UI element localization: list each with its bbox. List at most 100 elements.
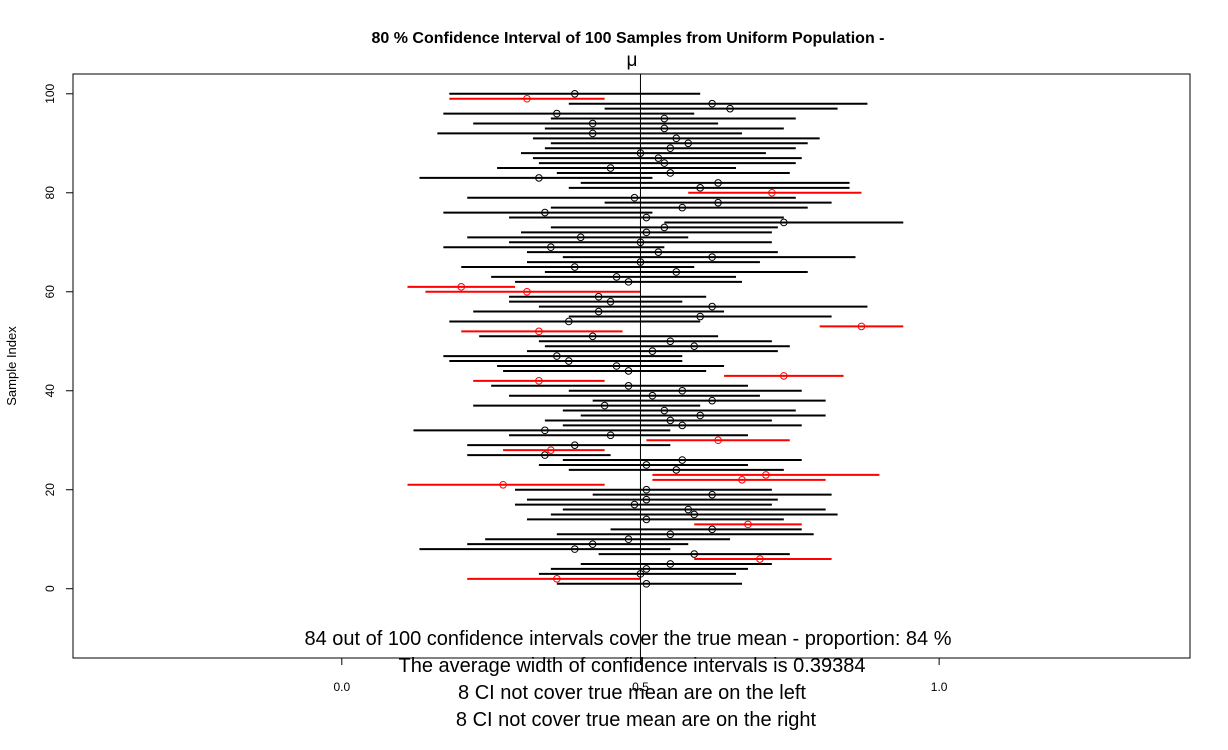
x-tick-label-0.5: 0.5 xyxy=(632,680,649,694)
sample-mean-point-99 xyxy=(523,94,531,103)
sample-mean-point-84 xyxy=(666,169,675,177)
sample-mean-point-51 xyxy=(588,332,597,341)
sample-mean-point-90 xyxy=(684,139,693,148)
sample-mean-point-62 xyxy=(624,278,633,286)
coverage-summary: 84 out of 100 confidence intervals cover… xyxy=(304,628,951,650)
sample-mean-point-94 xyxy=(588,119,597,128)
average-width-summary: The average width of confidence interval… xyxy=(399,655,866,677)
sample-mean-point-32 xyxy=(541,426,549,435)
sample-mean-point-4 xyxy=(642,565,651,573)
sample-mean-point-31 xyxy=(606,431,615,440)
sample-mean-point-5 xyxy=(666,560,675,568)
sample-mean-point-21 xyxy=(499,480,507,489)
sample-mean-point-61 xyxy=(457,283,466,291)
sample-mean-point-46 xyxy=(564,357,573,365)
sample-mean-point-54 xyxy=(564,317,573,326)
sample-mean-point-30 xyxy=(714,436,722,445)
sample-mean-point-91 xyxy=(672,134,681,143)
sample-mean-point-86 xyxy=(660,159,669,167)
sample-mean-point-36 xyxy=(660,406,669,415)
sample-mean-point-76 xyxy=(541,208,549,217)
sample-mean-point-64 xyxy=(672,268,681,276)
sample-mean-point-7 xyxy=(690,550,699,558)
left-miss-summary: 8 CI not cover true mean are on the left xyxy=(458,682,806,704)
sample-mean-point-55 xyxy=(696,312,704,321)
sample-mean-point-20 xyxy=(642,485,651,494)
sample-mean-point-95 xyxy=(660,114,669,123)
y-axis-label: Sample Index xyxy=(4,326,19,406)
sample-mean-point-83 xyxy=(535,174,543,182)
sample-mean-point-19 xyxy=(708,490,716,499)
sample-mean-point-100 xyxy=(570,89,579,98)
sample-mean-point-45 xyxy=(612,362,621,370)
sample-mean-point-2 xyxy=(553,575,561,583)
sample-mean-point-48 xyxy=(648,347,657,355)
sample-mean-point-1 xyxy=(642,579,651,588)
y-axis: 0 20 40 60 80 100 xyxy=(43,83,74,592)
sample-mean-point-98 xyxy=(708,99,716,108)
sample-mean-point-6 xyxy=(756,555,764,563)
sample-mean-point-35 xyxy=(696,411,704,420)
sample-mean-point-60 xyxy=(523,287,531,296)
sample-mean-point-77 xyxy=(678,203,687,212)
sample-mean-point-58 xyxy=(606,297,615,306)
sample-mean-point-79 xyxy=(630,193,639,202)
sample-mean-point-13 xyxy=(744,520,752,529)
sample-mean-point-69 xyxy=(547,243,555,252)
sample-mean-point-85 xyxy=(606,164,615,172)
sample-mean-point-12 xyxy=(708,525,716,534)
sample-mean-point-97 xyxy=(726,104,734,113)
sample-mean-point-74 xyxy=(780,218,788,227)
sample-mean-point-39 xyxy=(648,391,657,400)
sample-mean-point-43 xyxy=(780,372,788,380)
sample-mean-point-9 xyxy=(588,540,597,548)
sample-mean-point-22 xyxy=(738,476,746,484)
sample-mean-point-65 xyxy=(570,263,579,271)
sample-mean-point-89 xyxy=(666,144,675,153)
sample-mean-point-40 xyxy=(678,386,687,395)
sample-mean-point-38 xyxy=(708,396,716,405)
sample-mean-point-11 xyxy=(666,530,675,539)
sample-mean-point-17 xyxy=(630,500,639,509)
sample-mean-point-50 xyxy=(666,337,675,346)
sample-mean-point-49 xyxy=(690,342,699,351)
sample-mean-point-37 xyxy=(600,401,609,410)
sample-mean-point-25 xyxy=(642,461,651,469)
chart-title: 80 % Confidence Interval of 100 Samples … xyxy=(372,30,885,47)
sample-mean-point-18 xyxy=(642,495,651,504)
sample-mean-point-8 xyxy=(570,545,579,553)
sample-mean-point-93 xyxy=(660,124,669,133)
sample-mean-point-10 xyxy=(624,535,633,544)
sample-mean-point-41 xyxy=(624,381,633,390)
sample-mean-point-34 xyxy=(666,416,675,425)
sample-mean-point-87 xyxy=(654,154,663,162)
sample-mean-point-59 xyxy=(594,292,603,301)
sample-mean-point-78 xyxy=(714,198,722,207)
sample-mean-point-81 xyxy=(696,184,704,192)
y-tick-label-0: 0 xyxy=(43,585,57,592)
sample-mean-point-14 xyxy=(642,515,651,524)
y-tick-label-80: 80 xyxy=(43,186,57,200)
sample-mean-point-56 xyxy=(594,307,603,316)
sample-mean-point-28 xyxy=(547,446,555,454)
sample-mean-point-57 xyxy=(708,302,716,311)
sample-mean-point-16 xyxy=(684,505,693,514)
mean-symbol: μ xyxy=(627,50,638,71)
y-tick-label-40: 40 xyxy=(43,384,57,398)
sample-mean-point-24 xyxy=(672,466,681,474)
x-tick-label-1.0: 1.0 xyxy=(931,680,948,694)
sample-mean-point-68 xyxy=(654,248,663,256)
sample-mean-point-15 xyxy=(690,510,699,519)
right-miss-summary: 8 CI not cover true mean are on the righ… xyxy=(456,709,817,731)
x-tick-label-0.0: 0.0 xyxy=(333,680,350,694)
sample-mean-point-96 xyxy=(553,109,561,118)
sample-mean-point-73 xyxy=(660,223,669,232)
sample-mean-point-92 xyxy=(588,129,597,138)
sample-mean-point-29 xyxy=(570,441,579,449)
sample-mean-point-42 xyxy=(535,377,543,385)
sample-mean-point-82 xyxy=(714,179,722,187)
summary-annotations: 84 out of 100 confidence intervals cover… xyxy=(304,628,951,731)
sample-mean-point-27 xyxy=(541,451,549,459)
intervals-layer xyxy=(407,89,904,588)
sample-mean-point-71 xyxy=(576,233,585,242)
